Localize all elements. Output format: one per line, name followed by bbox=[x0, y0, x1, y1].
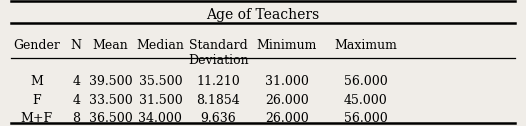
Text: 8.1854: 8.1854 bbox=[196, 93, 240, 106]
Text: 31.000: 31.000 bbox=[265, 75, 309, 88]
Text: M: M bbox=[31, 75, 43, 88]
Text: 4: 4 bbox=[72, 93, 80, 106]
Text: 11.210: 11.210 bbox=[196, 75, 240, 88]
Text: 9.636: 9.636 bbox=[200, 112, 236, 125]
Text: 8: 8 bbox=[72, 112, 80, 125]
Text: 56.000: 56.000 bbox=[343, 112, 388, 125]
Text: 33.500: 33.500 bbox=[88, 93, 133, 106]
Text: Standard
Deviation: Standard Deviation bbox=[188, 39, 249, 67]
Text: Age of Teachers: Age of Teachers bbox=[206, 8, 320, 22]
Text: Minimum: Minimum bbox=[257, 39, 317, 52]
Text: 36.500: 36.500 bbox=[88, 112, 133, 125]
Text: N: N bbox=[71, 39, 82, 52]
Text: 31.500: 31.500 bbox=[138, 93, 183, 106]
Text: 56.000: 56.000 bbox=[343, 75, 388, 88]
Text: Mean: Mean bbox=[93, 39, 128, 52]
Text: F: F bbox=[33, 93, 41, 106]
Text: Maximum: Maximum bbox=[334, 39, 397, 52]
Text: Median: Median bbox=[136, 39, 185, 52]
Text: Gender: Gender bbox=[13, 39, 60, 52]
Text: 45.000: 45.000 bbox=[343, 93, 388, 106]
Text: 34.000: 34.000 bbox=[138, 112, 183, 125]
Text: 26.000: 26.000 bbox=[265, 93, 309, 106]
Text: 35.500: 35.500 bbox=[139, 75, 182, 88]
Text: M+F: M+F bbox=[21, 112, 53, 125]
Text: 39.500: 39.500 bbox=[89, 75, 132, 88]
Text: 26.000: 26.000 bbox=[265, 112, 309, 125]
Text: 4: 4 bbox=[72, 75, 80, 88]
